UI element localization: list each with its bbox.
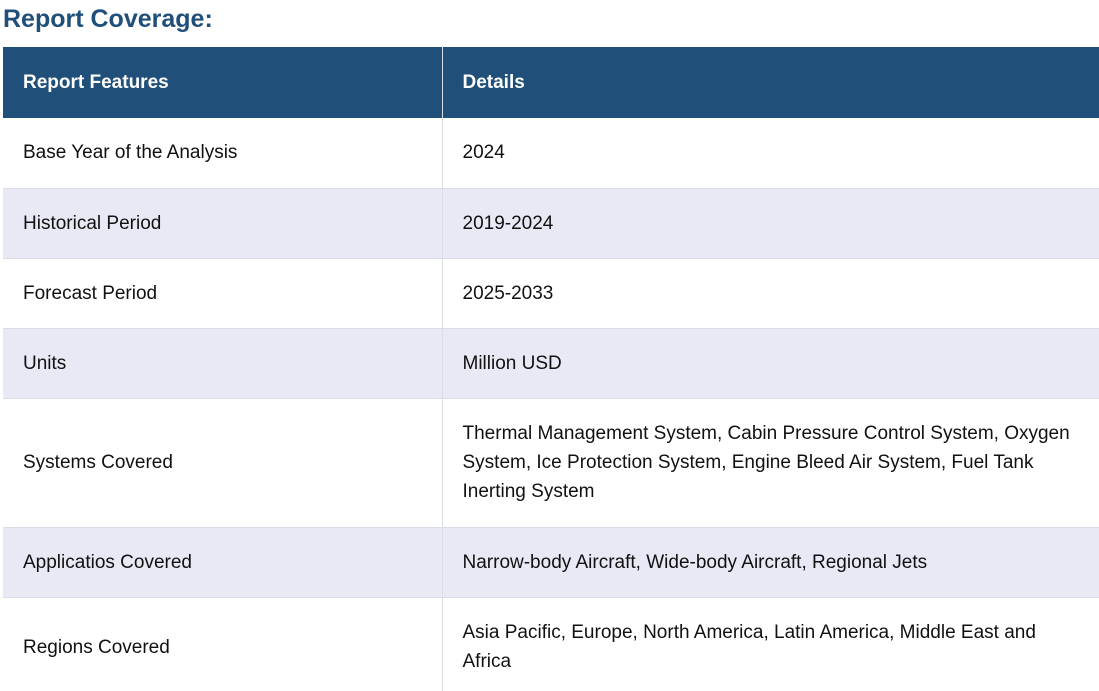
row-feature: Base Year of the Analysis [3, 118, 443, 189]
table-row: Applicatios Covered Narrow-body Aircraft… [3, 527, 1099, 598]
page-title: Report Coverage: [3, 5, 213, 33]
row-details: Narrow-body Aircraft, Wide-body Aircraft… [442, 527, 1099, 598]
row-feature: Forecast Period [3, 258, 443, 329]
header-report-features: Report Features [3, 47, 443, 118]
table-row: Historical Period 2019-2024 [3, 188, 1099, 259]
row-details: 2025-2033 [442, 258, 1099, 329]
header-details: Details [442, 47, 1099, 118]
row-details: Million USD [442, 328, 1099, 399]
row-feature: Regions Covered [3, 597, 443, 691]
table-header-row: Report Features Details [3, 47, 1099, 118]
table-row: Systems Covered Thermal Management Syste… [3, 398, 1099, 528]
row-feature: Systems Covered [3, 398, 443, 528]
row-feature: Units [3, 328, 443, 399]
row-feature: Historical Period [3, 188, 443, 259]
row-details: 2019-2024 [442, 188, 1099, 259]
row-details: Thermal Management System, Cabin Pressur… [442, 398, 1099, 528]
row-feature: Applicatios Covered [3, 527, 443, 598]
coverage-table: Report Features Details Base Year of the… [3, 47, 1099, 691]
table-row: Forecast Period 2025-2033 [3, 258, 1099, 329]
row-details: 2024 [442, 118, 1099, 189]
table-row: Base Year of the Analysis 2024 [3, 118, 1099, 189]
table-row: Units Million USD [3, 328, 1099, 399]
row-details: Asia Pacific, Europe, North America, Lat… [442, 597, 1099, 691]
table-row: Regions Covered Asia Pacific, Europe, No… [3, 597, 1099, 691]
